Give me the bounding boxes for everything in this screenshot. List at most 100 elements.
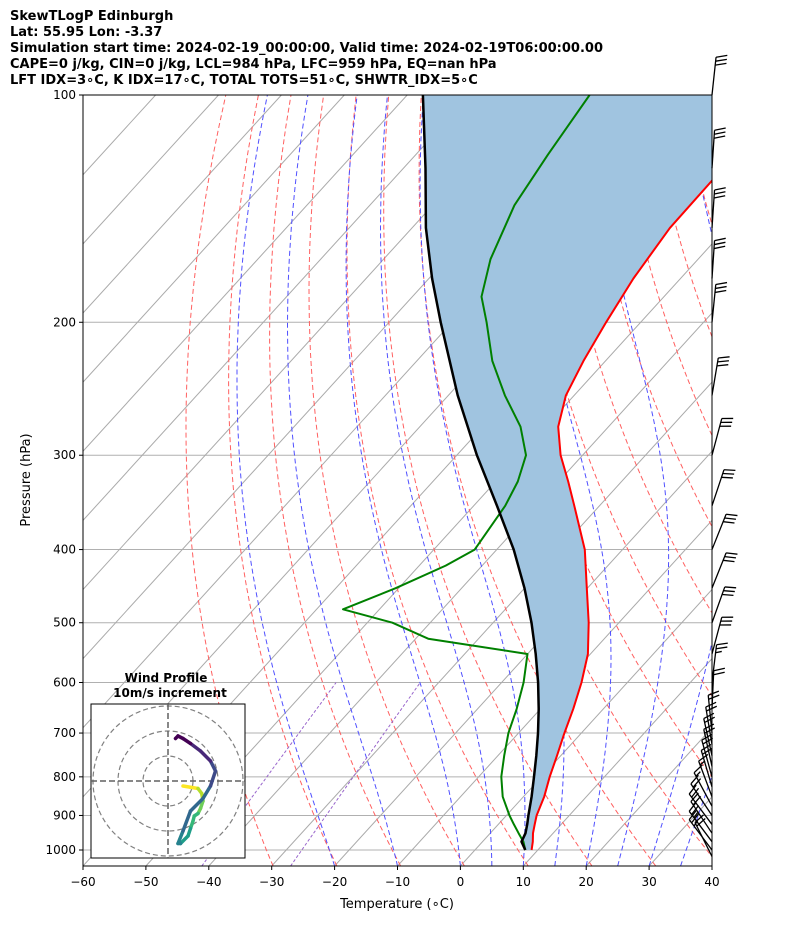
wind-barb bbox=[711, 417, 734, 456]
hodograph-trace-segment bbox=[201, 784, 213, 801]
y-tick-label: 900 bbox=[53, 808, 76, 822]
wind-barb bbox=[711, 667, 725, 709]
wind-barbs bbox=[688, 54, 738, 857]
isotherm-line bbox=[83, 95, 408, 453]
hodograph-plot bbox=[91, 704, 245, 858]
dry-adiabat-line bbox=[681, 95, 712, 227]
hodograph-inset: Wind Profile 10m/s increment bbox=[90, 671, 246, 859]
y-tick-label: 1000 bbox=[45, 843, 76, 857]
wind-barb-flag bbox=[723, 590, 735, 593]
wind-barb-flag bbox=[726, 513, 738, 517]
y-tick-label: 500 bbox=[53, 616, 76, 630]
wind-barb-flag bbox=[714, 131, 726, 135]
wind-barb-shaft bbox=[711, 670, 715, 709]
dry-adiabat-line bbox=[228, 95, 338, 866]
chart-title-line-3: Simulation start time: 2024-02-19_00:00:… bbox=[10, 41, 603, 56]
isotherm-line bbox=[83, 95, 282, 314]
moist-adiabat-line bbox=[236, 95, 336, 866]
dry-adiabat-line bbox=[551, 95, 712, 614]
y-tick-label: 100 bbox=[53, 88, 76, 102]
hodograph-subtitle: 10m/s increment bbox=[113, 686, 227, 700]
wind-barb bbox=[711, 616, 734, 655]
wind-barb bbox=[711, 586, 737, 623]
wind-barb-shaft bbox=[703, 729, 713, 767]
wind-barb-flag bbox=[714, 241, 726, 246]
wind-barb bbox=[711, 187, 726, 228]
wind-barb bbox=[711, 513, 738, 550]
wind-barb-shaft bbox=[711, 357, 719, 396]
temperature-line bbox=[530, 179, 712, 851]
wind-barb-flag bbox=[723, 559, 735, 563]
wind-barb-shaft bbox=[711, 514, 727, 550]
dry-adiabat-line bbox=[747, 95, 794, 866]
wind-barb-flag bbox=[713, 667, 725, 672]
wind-barb-half-flag bbox=[695, 771, 701, 777]
wind-barb-flag bbox=[714, 191, 726, 195]
wind-barb-flag bbox=[718, 356, 730, 359]
hodograph-title: Wind Profile bbox=[125, 671, 208, 685]
hodograph-trace-segment bbox=[181, 809, 193, 833]
wind-barb-flag bbox=[715, 54, 728, 58]
y-tick-label: 200 bbox=[53, 315, 76, 329]
moist-adiabat-line bbox=[680, 774, 712, 866]
dewpoint-line bbox=[342, 95, 591, 851]
wind-barb-flag bbox=[715, 646, 728, 650]
wind-barb bbox=[690, 774, 713, 816]
isotherm-line bbox=[522, 657, 712, 866]
dry-adiabat-line bbox=[308, 95, 465, 866]
wind-barb-shaft bbox=[688, 819, 713, 851]
wind-barb-shaft bbox=[711, 57, 717, 96]
wind-barb-shaft bbox=[690, 783, 713, 816]
wind-barb-flag bbox=[692, 778, 702, 788]
dry-adiabat-line bbox=[583, 95, 712, 528]
wind-barb-flag bbox=[724, 586, 737, 589]
wind-barb-flag bbox=[723, 521, 735, 524]
wind-barb-flag bbox=[692, 795, 702, 806]
wind-barb-flag bbox=[714, 187, 726, 191]
wind-barb-flag bbox=[716, 364, 729, 367]
wind-barb-flag bbox=[726, 552, 738, 555]
wind-barb-flag bbox=[714, 127, 726, 131]
wind-barb-shaft bbox=[711, 189, 716, 228]
wind-barb-shaft bbox=[693, 772, 713, 807]
hodograph-trace-segment bbox=[198, 749, 213, 763]
wind-barb-shaft bbox=[711, 617, 723, 655]
wind-barb-flag bbox=[690, 792, 699, 802]
moist-adiabat-line bbox=[345, 95, 461, 866]
wind-barb-flag bbox=[723, 469, 736, 472]
wind-barb bbox=[711, 54, 728, 96]
y-tick-label: 300 bbox=[53, 448, 76, 462]
x-tick-label: 30 bbox=[641, 875, 656, 889]
wind-barb-flag bbox=[688, 784, 697, 795]
wind-barb-shaft bbox=[707, 695, 713, 734]
wind-barb-flag bbox=[691, 787, 700, 798]
wind-barb-shaft bbox=[700, 750, 713, 788]
x-tick-label: −40 bbox=[196, 875, 221, 889]
x-axis-ticks: −60 −50 −40 −30 −20 −10 0 10 20 30 40 bbox=[70, 866, 720, 889]
parcel-path-line bbox=[421, 95, 540, 851]
wind-barb-shaft bbox=[711, 644, 718, 683]
x-tick-label: −30 bbox=[259, 875, 284, 889]
wind-barb-shaft bbox=[711, 284, 717, 323]
wind-barb bbox=[707, 690, 720, 734]
wind-barb-half-flag bbox=[693, 812, 699, 819]
wind-barb-flag bbox=[691, 805, 700, 815]
wind-barb bbox=[711, 552, 738, 589]
wind-barb bbox=[711, 642, 728, 683]
wind-barb-shaft bbox=[698, 760, 713, 797]
wind-barb-shaft bbox=[711, 418, 723, 456]
wind-barb-shaft bbox=[701, 740, 713, 778]
wind-barb-flag bbox=[708, 694, 720, 700]
moist-adiabat-line bbox=[287, 95, 398, 866]
moist-adiabat-line bbox=[591, 95, 670, 866]
wind-barb-flag bbox=[688, 801, 697, 812]
wind-barb bbox=[703, 712, 716, 756]
moist-adiabat-line bbox=[521, 95, 612, 866]
x-tick-label: −10 bbox=[385, 875, 410, 889]
wind-barb bbox=[711, 469, 736, 506]
wind-barb bbox=[690, 792, 713, 834]
wind-barb-shaft bbox=[690, 801, 713, 834]
wind-barb-flag bbox=[721, 476, 733, 479]
x-tick-label: −60 bbox=[70, 875, 95, 889]
y-axis-ticks: 100 200 300 400 500 600 700 800 900 1000 bbox=[45, 88, 83, 857]
